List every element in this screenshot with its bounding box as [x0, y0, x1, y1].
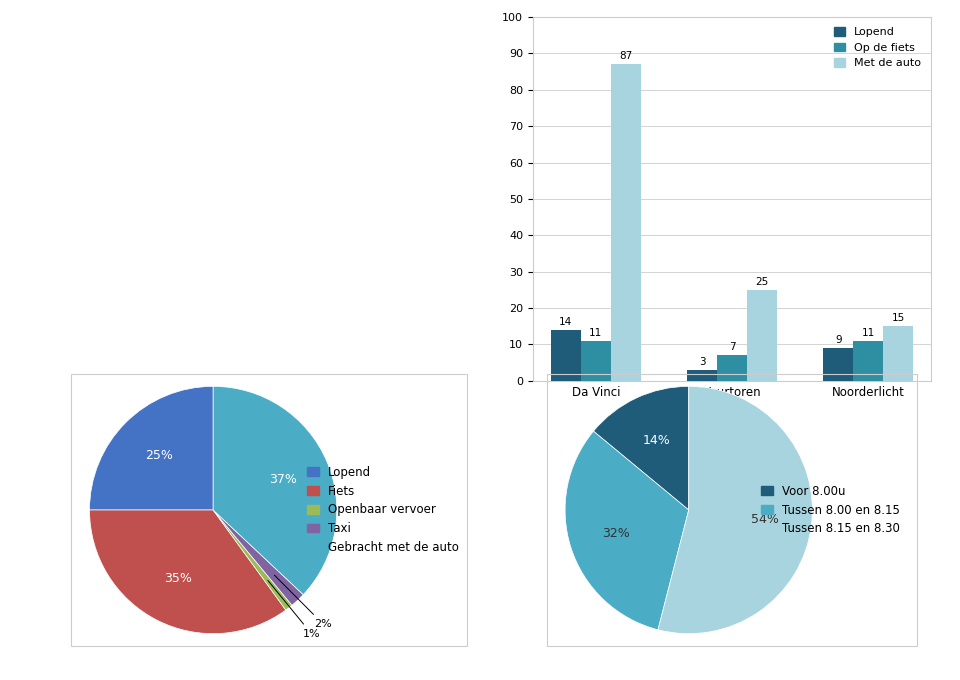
Legend: Voor 8.00u, Tussen 8.00 en 8.15, Tussen 8.15 en 8.30: Voor 8.00u, Tussen 8.00 en 8.15, Tussen … — [756, 480, 905, 540]
Text: 15: 15 — [892, 313, 904, 323]
Text: 9: 9 — [835, 335, 842, 345]
Legend: Lopend, Fiets, Openbaar vervoer, Taxi, Gebracht met de auto: Lopend, Fiets, Openbaar vervoer, Taxi, G… — [302, 461, 464, 559]
Text: 7: 7 — [729, 343, 735, 352]
Text: 25: 25 — [756, 277, 769, 287]
Bar — [717, 356, 747, 381]
Text: 54%: 54% — [751, 513, 779, 526]
Text: 11: 11 — [861, 328, 875, 338]
Text: 35%: 35% — [164, 572, 192, 585]
Text: 25%: 25% — [145, 449, 173, 462]
Bar — [824, 348, 853, 381]
Bar — [687, 370, 717, 381]
Text: 37%: 37% — [270, 473, 298, 486]
Bar — [853, 341, 883, 381]
Wedge shape — [89, 386, 213, 510]
Text: 3: 3 — [699, 357, 706, 367]
Text: 14: 14 — [560, 317, 572, 327]
Bar — [71, 374, 467, 646]
Text: 14%: 14% — [642, 434, 670, 447]
Text: 32%: 32% — [602, 527, 630, 540]
Bar — [551, 330, 581, 381]
Text: 11: 11 — [589, 328, 603, 338]
Wedge shape — [658, 386, 812, 634]
Bar — [546, 374, 918, 646]
Wedge shape — [213, 510, 303, 605]
Wedge shape — [89, 510, 286, 634]
Wedge shape — [593, 386, 688, 510]
Bar — [747, 290, 777, 381]
Legend: Lopend, Op de fiets, Met de auto: Lopend, Op de fiets, Met de auto — [829, 22, 925, 73]
Wedge shape — [213, 510, 292, 610]
Text: 87: 87 — [619, 52, 633, 61]
Wedge shape — [565, 431, 688, 630]
Text: 2%: 2% — [275, 575, 332, 629]
Bar — [581, 341, 611, 381]
Bar — [883, 326, 913, 381]
Bar — [611, 65, 640, 381]
Text: 1%: 1% — [268, 581, 321, 639]
Wedge shape — [213, 386, 337, 594]
